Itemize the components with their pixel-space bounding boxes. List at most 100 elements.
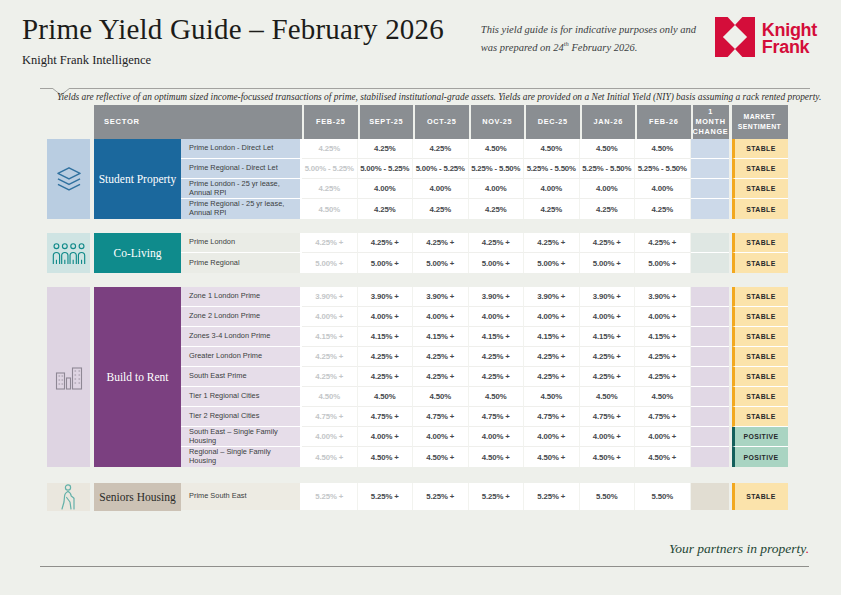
col-header-month-change: 1 MONTH CHANGE bbox=[691, 105, 729, 139]
sentiment-label: STABLE bbox=[746, 165, 775, 172]
yield-value: 4.75% + bbox=[524, 407, 580, 427]
page-subtitle: Knight Frank Intelligence bbox=[22, 53, 444, 68]
row-label: Greater London Prime bbox=[181, 347, 302, 367]
buildings-icon bbox=[47, 287, 90, 467]
section-rows: Zone 1 London Prime3.90% +3.90% +3.90% +… bbox=[181, 287, 788, 467]
disclaimer-post: February 2026. bbox=[569, 41, 638, 52]
yield-value: 4.00% bbox=[635, 179, 691, 199]
month-change-cell bbox=[691, 387, 729, 407]
sentiment-label: STABLE bbox=[746, 413, 775, 420]
yield-value: 4.75% + bbox=[580, 407, 636, 427]
sentiment-label: STABLE bbox=[746, 333, 775, 340]
section-rows: Prime South East5.25% +5.25% +5.25% +5.2… bbox=[181, 483, 788, 511]
row-label: Zone 1 London Prime bbox=[181, 287, 302, 307]
yield-value: 5.00% + bbox=[413, 253, 469, 273]
yield-value: 4.25% + bbox=[358, 347, 414, 367]
yield-value: 4.25% + bbox=[635, 367, 691, 387]
sentiment-badge: STABLE bbox=[732, 327, 788, 347]
row-label: Prime London - Direct Let bbox=[181, 139, 302, 159]
yield-value: 4.50% + bbox=[302, 447, 358, 467]
yield-value: 5.25% + bbox=[469, 483, 525, 510]
table-row: Prime Regional - 25 yr lease, Annual RPI… bbox=[181, 199, 788, 219]
disclaimer-text: This yield guide is for indicative purpo… bbox=[481, 22, 700, 55]
yield-value: 4.25% + bbox=[302, 347, 358, 367]
yield-value: 4.00% bbox=[524, 179, 580, 199]
header-divider bbox=[40, 88, 810, 89]
row-label: Prime London bbox=[181, 233, 302, 253]
yield-value: 4.15% + bbox=[635, 327, 691, 347]
sentiment-badge: STABLE bbox=[732, 307, 788, 327]
row-label: Prime South East bbox=[181, 483, 302, 510]
yield-value: 4.75% + bbox=[413, 407, 469, 427]
yield-value: 5.25% - 5.50% bbox=[580, 159, 636, 179]
yield-value: 3.90% + bbox=[524, 287, 580, 307]
month-change-cell bbox=[691, 367, 729, 387]
yield-value: 4.00% bbox=[413, 179, 469, 199]
yield-value: 4.50% bbox=[524, 387, 580, 407]
month-change-cell bbox=[691, 327, 729, 347]
yield-value: 4.25% bbox=[469, 199, 525, 219]
table-row: Prime London4.25% +4.25% +4.25% +4.25% +… bbox=[181, 233, 788, 253]
sector-name: Co-Living bbox=[114, 247, 162, 259]
sentiment-label: STABLE bbox=[746, 313, 775, 320]
section-rows: Prime London4.25% +4.25% +4.25% +4.25% +… bbox=[181, 233, 788, 273]
yield-value: 4.00% + bbox=[358, 427, 414, 447]
yield-value: 4.25% bbox=[302, 139, 358, 159]
yield-value: 5.25% + bbox=[413, 483, 469, 510]
yield-value: 5.25% - 5.50% bbox=[469, 159, 525, 179]
sentiment-badge: STABLE bbox=[732, 233, 788, 253]
yield-value: 4.50% bbox=[580, 387, 636, 407]
sentiment-badge: STABLE bbox=[732, 159, 788, 179]
yield-value: 4.00% + bbox=[302, 307, 358, 327]
yield-value: 4.50% bbox=[302, 199, 358, 219]
sentiment-badge: STABLE bbox=[732, 199, 788, 219]
yield-value: 4.00% + bbox=[302, 427, 358, 447]
table-row: Prime Regional5.00% +5.00% +5.00% +5.00%… bbox=[181, 253, 788, 273]
yield-value: 4.00% + bbox=[469, 427, 525, 447]
yield-value: 4.25% + bbox=[413, 367, 469, 387]
sentiment-badge: STABLE bbox=[732, 407, 788, 427]
table-row: Regional – Single Family Housing4.50% +4… bbox=[181, 447, 788, 467]
yield-value: 4.75% + bbox=[635, 407, 691, 427]
row-label: South East Prime bbox=[181, 367, 302, 387]
yield-value: 4.50% bbox=[635, 139, 691, 159]
sector-label-student-property: Student Property bbox=[94, 139, 181, 219]
col-header-nov-25: NOV-25 bbox=[469, 105, 525, 139]
row-label: Zone 2 London Prime bbox=[181, 307, 302, 327]
yield-value: 4.15% + bbox=[302, 327, 358, 347]
table-row: South East Prime4.25% +4.25% +4.25% +4.2… bbox=[181, 367, 788, 387]
yield-value: 5.00% + bbox=[469, 253, 525, 273]
yield-value: 5.25% + bbox=[524, 483, 580, 510]
yield-value: 5.25% - 5.50% bbox=[524, 159, 580, 179]
yield-value: 4.25% + bbox=[524, 347, 580, 367]
table-row: Prime Regional - Direct Let5.00% - 5.25%… bbox=[181, 159, 788, 179]
yield-value: 4.00% + bbox=[580, 427, 636, 447]
yield-value: 3.90% + bbox=[413, 287, 469, 307]
yield-value: 4.25% + bbox=[302, 367, 358, 387]
table-row: Prime South East5.25% +5.25% +5.25% +5.2… bbox=[181, 483, 788, 510]
sector-name: Student Property bbox=[99, 173, 177, 185]
row-label: South East – Single Family Housing bbox=[181, 427, 302, 447]
table-row: Zones 3-4 London Prime4.15% +4.15% +4.15… bbox=[181, 327, 788, 347]
yield-value: 4.00% + bbox=[524, 307, 580, 327]
page-title: Prime Yield Guide – February 2026 bbox=[22, 13, 444, 46]
col-header-feb-26: FEB-26 bbox=[635, 105, 691, 139]
yield-value: 5.00% - 5.25% bbox=[302, 159, 358, 179]
month-change-cell bbox=[691, 233, 729, 253]
yield-value: 4.25% + bbox=[358, 367, 414, 387]
row-label: Prime Regional - 25 yr lease, Annual RPI bbox=[181, 199, 302, 219]
col-header-market-sentiment: MARKET SENTIMENT bbox=[732, 105, 788, 139]
yield-value: 4.25% + bbox=[302, 233, 358, 253]
methodology-note: Yields are reflective of an optimum size… bbox=[57, 92, 801, 102]
sentiment-badge: STABLE bbox=[732, 139, 788, 159]
yield-value: 5.00% + bbox=[524, 253, 580, 273]
sentiment-badge: STABLE bbox=[732, 483, 788, 510]
sentiment-badge: STABLE bbox=[732, 287, 788, 307]
sentiment-badge: STABLE bbox=[732, 367, 788, 387]
yield-value: 4.50% bbox=[358, 387, 414, 407]
section-co-living: Co-LivingPrime London4.25% +4.25% +4.25%… bbox=[47, 233, 788, 273]
yield-value: 4.25% + bbox=[413, 233, 469, 253]
yield-table-body: Student Property Prime London - Direct Le… bbox=[47, 139, 788, 511]
sentiment-badge: POSITIVE bbox=[732, 447, 788, 467]
col-header-feb-25: FEB-25 bbox=[302, 105, 358, 139]
